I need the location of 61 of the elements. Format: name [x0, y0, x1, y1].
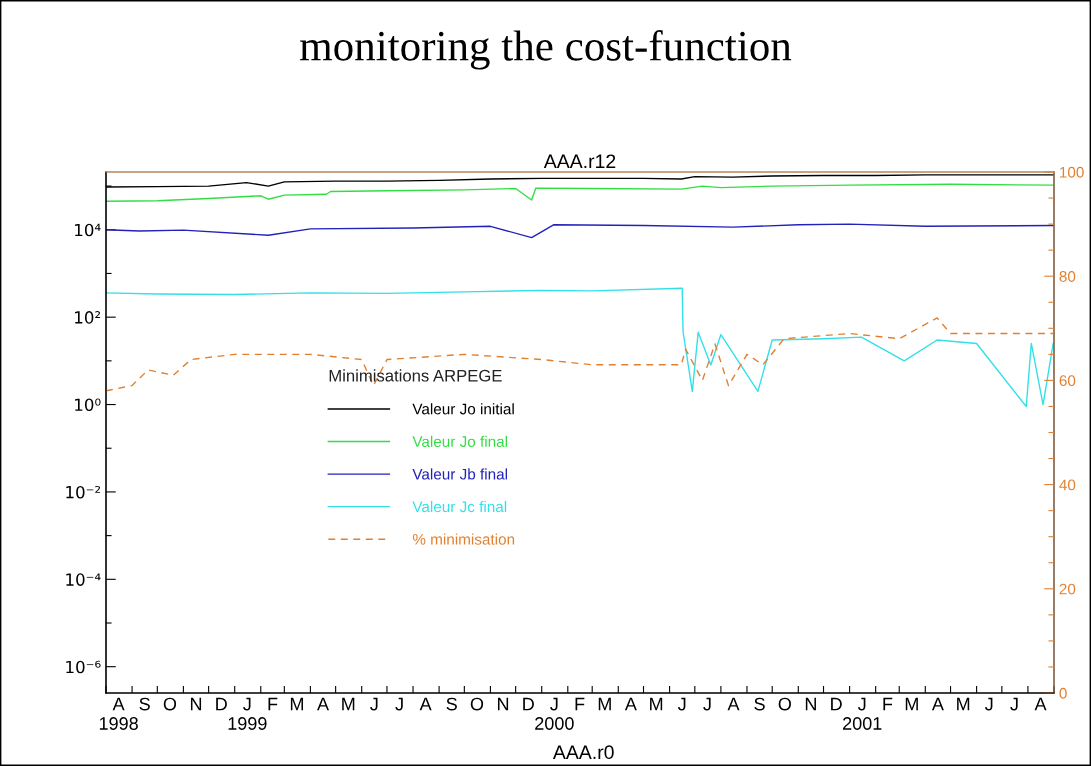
x-tick-label: A	[317, 697, 330, 711]
x-tick-label: M	[957, 697, 970, 711]
x-tick-label: D	[523, 697, 534, 711]
x-tick-label: M	[905, 697, 918, 711]
x-tick-label: J 1999	[228, 697, 267, 730]
y-tick-label: 10⁰	[75, 398, 101, 412]
text: AAA.r0	[552, 745, 614, 760]
y-tick-label: 10⁻²	[66, 485, 101, 499]
x-tick-label: A	[419, 697, 432, 711]
y-tick-label: 10⁻⁶	[66, 660, 101, 674]
legend-label: Valeur Jo initial	[412, 403, 514, 415]
x-tick-label: N	[497, 697, 509, 711]
line-series	[106, 317, 1054, 392]
x-tick-label: S	[446, 697, 457, 711]
x-tick-label: M	[290, 697, 303, 711]
chart-title: monitoring the cost-function	[300, 29, 792, 70]
x-tick-label: S	[139, 697, 150, 711]
x-tick-label: J	[985, 697, 993, 711]
x-tick-label: M	[650, 697, 663, 711]
legend-label: Valeur Jo final	[412, 435, 507, 448]
legend-label: Valeur Jb final	[412, 468, 507, 480]
x-tick-label: O	[470, 697, 484, 711]
y2-tick-label: 20	[1059, 583, 1076, 595]
y-tick-label: 10⁴	[75, 223, 101, 237]
x-tick-label: M	[598, 697, 611, 711]
y2-tick-label: 80	[1059, 271, 1076, 282]
x-tick-label: F	[268, 697, 278, 711]
x-tick-label: F	[575, 697, 585, 711]
x-tick-label: O	[163, 697, 177, 711]
line-series	[106, 183, 1054, 202]
x-tick-label: A	[727, 697, 740, 711]
x-tick-label: J	[370, 697, 378, 711]
x-tick-label: J	[1010, 697, 1018, 711]
x-tick-label: D	[216, 697, 227, 711]
x-tick-label: J 2001	[843, 697, 882, 730]
x-tick-label: J 2000	[535, 697, 574, 730]
y-tick-label: 10⁻⁴	[66, 573, 101, 586]
y2-tick-label: 0	[1059, 687, 1067, 699]
x-tick-label: O	[778, 697, 791, 711]
x-tick-label: J	[677, 697, 686, 711]
chart-subtitle: AAA.r12	[543, 154, 616, 168]
x-tick-label: N	[190, 697, 202, 711]
line-series	[106, 223, 1054, 239]
x-tick-label: A	[1034, 697, 1047, 711]
x-tick-label: A	[624, 697, 637, 711]
y2-tick-label: 40	[1059, 479, 1076, 491]
legend-label: Valeur Jc final	[412, 500, 507, 513]
legend-title: Minimisations ARPEGE	[329, 369, 502, 382]
x-tick-label: J	[395, 697, 403, 711]
y2-tick-label: 60	[1059, 375, 1076, 387]
y2-tick-label: 100	[1060, 166, 1084, 178]
x-tick-label: S	[754, 697, 765, 711]
x-tick-label: N	[805, 697, 816, 711]
x-tick-label: A	[931, 697, 944, 711]
x-tick-label: A 1998	[99, 697, 138, 730]
x-tick-label: D	[831, 697, 842, 711]
x-tick-label: J	[703, 697, 711, 711]
legend-label: % minimisation	[412, 533, 515, 545]
x-tick-label: F	[883, 697, 893, 711]
x-tick-label: M	[342, 697, 355, 711]
y-tick-label: 10²	[75, 311, 101, 324]
